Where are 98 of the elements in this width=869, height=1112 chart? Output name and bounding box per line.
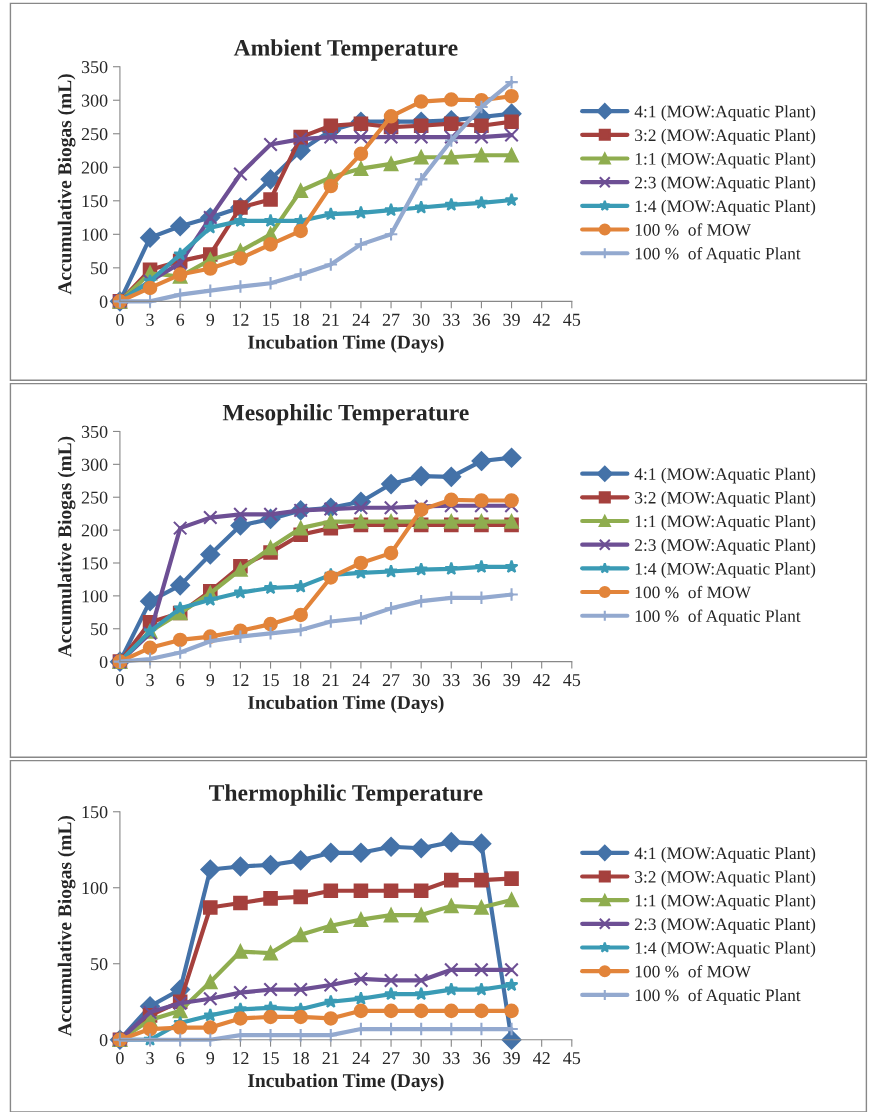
x-tick-label: 33 xyxy=(443,1052,460,1065)
x-tick-label: 42 xyxy=(533,674,550,686)
x-tick-label: 24 xyxy=(352,313,370,326)
x-tick-label: 18 xyxy=(293,1052,310,1065)
y-tick-label: 100 xyxy=(82,590,108,603)
x-tick-label: 42 xyxy=(533,1052,550,1065)
y-tick-label: 350 xyxy=(81,60,108,74)
x-tick-label: 33 xyxy=(443,313,460,326)
x-tick-label: 21 xyxy=(322,1052,339,1065)
x-tick-label: 9 xyxy=(206,313,215,326)
x-tick-label: 9 xyxy=(206,674,215,687)
x-tick-label: 24 xyxy=(352,1052,370,1065)
legend-label: 1:4 (MOW:Aquatic Plant) xyxy=(635,562,816,579)
y-axis-title: Accumulative Biogas (mL) xyxy=(57,815,76,1037)
legend-label: 1:4 (MOW:Aquatic Plant) xyxy=(635,199,816,216)
x-tick-label: 0 xyxy=(116,673,124,687)
x-tick-label: 24 xyxy=(352,674,370,686)
legend-label: 1:1 (MOW:Aquatic Plant) xyxy=(635,152,816,169)
x-tick-label: 39 xyxy=(503,313,520,326)
x-tick-label: 3 xyxy=(146,1052,154,1065)
x-tick-label: 18 xyxy=(293,673,310,687)
chart-title: Thermophilic Temperature xyxy=(209,784,483,806)
legend-label: 100 % of Aquatic Plant xyxy=(635,609,801,626)
legend-label: 100 % of MOW xyxy=(635,585,751,599)
x-tick-label: 18 xyxy=(293,313,310,326)
x-tick-label: 6 xyxy=(176,1052,185,1065)
y-tick-label: 300 xyxy=(81,94,108,107)
x-tick-label: 27 xyxy=(382,1052,400,1065)
y-tick-label: 50 xyxy=(91,957,108,971)
x-tick-label: 45 xyxy=(563,674,581,687)
legend-label: 1:4 (MOW:Aquatic Plant) xyxy=(635,941,816,958)
x-tick-label: 36 xyxy=(473,313,490,326)
x-tick-label: 0 xyxy=(116,313,124,326)
x-tick-label: 6 xyxy=(176,313,185,326)
x-tick-label: 39 xyxy=(503,1052,520,1065)
legend-label: 3:2 (MOW:Aquatic Plant) xyxy=(635,491,816,508)
y-axis-title: Accumulative Biogas (mL) xyxy=(57,74,76,295)
x-tick-label: 30 xyxy=(413,673,430,687)
y-tick-label: 150 xyxy=(82,195,108,208)
x-tick-label: 12 xyxy=(232,313,249,326)
x-tick-label: 12 xyxy=(232,674,249,686)
y-tick-label: 250 xyxy=(81,491,108,504)
x-tick-label: 30 xyxy=(413,1052,430,1065)
x-tick-label: 36 xyxy=(473,1052,490,1065)
x-tick-label: 45 xyxy=(563,1052,581,1065)
x-axis-title: Incubation Time (Days) xyxy=(248,335,444,353)
y-tick-label: 250 xyxy=(81,128,108,141)
x-tick-label: 15 xyxy=(263,1052,279,1065)
legend-label: 4:1 (MOW:Aquatic Plant) xyxy=(634,846,816,863)
legend-label: 100 % of MOW xyxy=(635,965,751,978)
legend-label: 100 % of Aquatic Plant xyxy=(635,247,801,263)
x-tick-label: 30 xyxy=(413,313,430,326)
y-tick-label: 150 xyxy=(82,557,108,570)
chart-title: Ambient Temperature xyxy=(233,39,458,61)
x-tick-label: 27 xyxy=(382,313,400,326)
legend-label: 3:2 (MOW:Aquatic Plant) xyxy=(635,128,816,145)
y-tick-label: 0 xyxy=(99,655,108,669)
x-tick-label: 45 xyxy=(563,313,581,326)
y-tick-label: 50 xyxy=(91,262,108,275)
x-tick-label: 3 xyxy=(146,674,154,687)
y-tick-label: 150 xyxy=(82,806,108,819)
x-tick-label: 39 xyxy=(503,674,520,687)
x-tick-label: 15 xyxy=(263,313,279,326)
x-tick-label: 36 xyxy=(473,674,490,687)
y-tick-label: 50 xyxy=(91,623,108,636)
x-tick-label: 27 xyxy=(382,674,400,686)
chart-title: Mesophilic Temperature xyxy=(222,403,469,426)
x-tick-label: 42 xyxy=(533,313,550,326)
legend-label: 1:1 (MOW:Aquatic Plant) xyxy=(635,894,816,910)
legend-label: 2:3 (MOW:Aquatic Plant) xyxy=(635,538,816,555)
legend-label: 100 % of Aquatic Plant xyxy=(635,988,801,1005)
y-tick-label: 0 xyxy=(99,295,108,308)
y-tick-label: 100 xyxy=(82,882,108,895)
x-axis-title: Incubation Time (Days) xyxy=(248,1073,444,1092)
x-tick-label: 21 xyxy=(322,674,339,686)
legend-label: 100 % of MOW xyxy=(635,223,751,236)
legend-label: 2:3 (MOW:Aquatic Plant) xyxy=(635,917,816,934)
y-tick-label: 200 xyxy=(81,161,108,174)
y-tick-label: 200 xyxy=(81,524,108,537)
x-tick-label: 9 xyxy=(206,1052,215,1065)
legend-label: 4:1 (MOW:Aquatic Plant) xyxy=(634,105,816,121)
y-tick-label: 0 xyxy=(99,1033,108,1047)
x-tick-label: 6 xyxy=(176,674,185,687)
legend-label: 1:1 (MOW:Aquatic Plant) xyxy=(635,515,816,531)
x-tick-label: 33 xyxy=(443,674,460,687)
x-tick-label: 3 xyxy=(146,313,154,326)
y-tick-label: 100 xyxy=(82,228,108,241)
y-tick-label: 350 xyxy=(81,425,108,438)
x-tick-label: 21 xyxy=(322,313,339,326)
x-tick-label: 12 xyxy=(232,1052,249,1065)
x-axis-title: Incubation Time (Days) xyxy=(248,695,444,714)
y-tick-label: 300 xyxy=(81,458,108,471)
x-tick-label: 15 xyxy=(263,674,279,687)
legend-label: 3:2 (MOW:Aquatic Plant) xyxy=(635,870,816,887)
x-tick-label: 0 xyxy=(116,1052,124,1065)
legend-label: 4:1 (MOW:Aquatic Plant) xyxy=(634,467,816,484)
y-axis-title: Accumulative Biogas (mL) xyxy=(57,436,76,658)
legend-label: 2:3 (MOW:Aquatic Plant) xyxy=(635,176,816,192)
